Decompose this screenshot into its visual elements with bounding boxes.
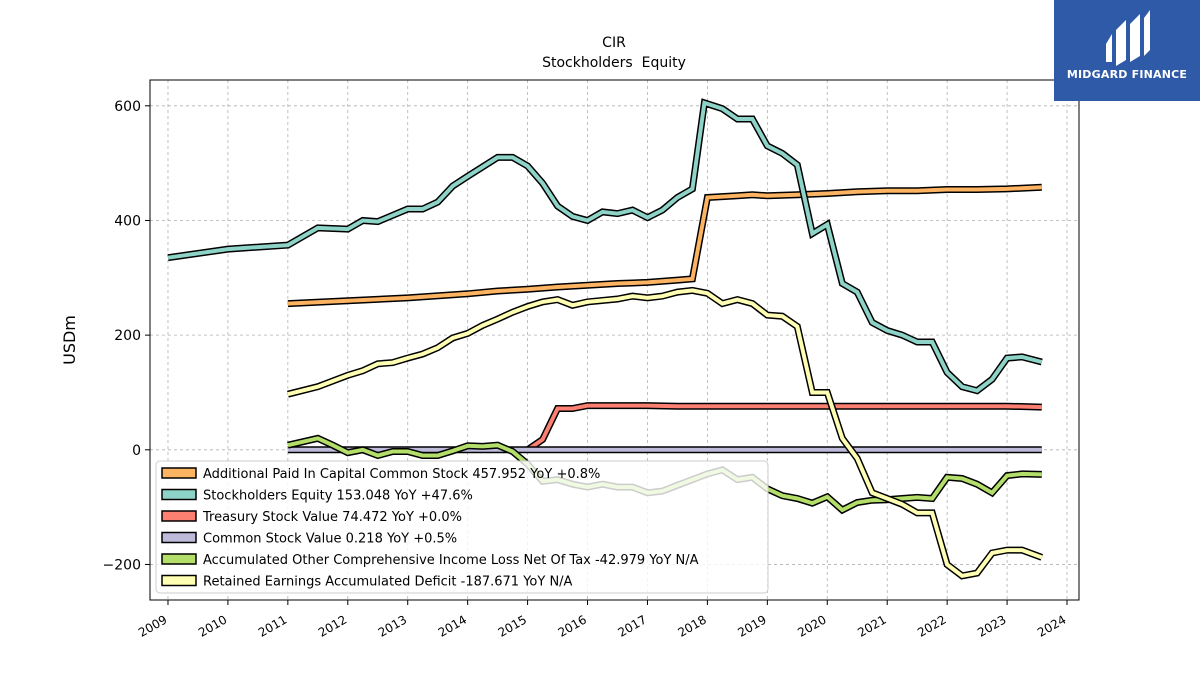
y-tick-label: 0 <box>132 443 141 459</box>
y-axis-label: USDm <box>60 315 79 365</box>
legend-swatch <box>161 488 197 501</box>
legend-entry: Common Stock Value 0.218 YoY +0.5% <box>203 532 457 547</box>
logo-text: MIDGARD FINANCE <box>1066 68 1188 81</box>
series-line <box>287 183 1042 308</box>
x-tick-label: 2022 <box>915 612 948 639</box>
x-tick-label: 2010 <box>196 612 229 639</box>
chart-title: CIR <box>602 35 626 51</box>
x-tick-label: 2024 <box>1035 612 1068 639</box>
series-fill <box>526 403 1042 452</box>
x-tick-label: 2009 <box>136 612 169 639</box>
logo-mark-icon <box>1106 10 1150 66</box>
legend-entry: Retained Earnings Accumulated Deficit -1… <box>203 575 573 590</box>
x-tick-label: 2011 <box>256 612 289 639</box>
plot-frame <box>149 79 1080 601</box>
y-tick-label: −200 <box>103 557 141 573</box>
series-outline <box>167 98 1043 395</box>
y-tick-label: 600 <box>114 99 141 115</box>
series-fill <box>287 288 1043 579</box>
x-tick-label: 2020 <box>795 612 828 639</box>
x-tick-label: 2015 <box>496 612 529 639</box>
x-tick-label: 2019 <box>735 612 768 639</box>
series-outline <box>525 402 1042 453</box>
y-axis-ticks: −200 0 200 400 600 <box>103 99 150 573</box>
x-tick-label: 2023 <box>975 612 1008 639</box>
legend-swatch <box>161 553 197 565</box>
legend-swatch <box>161 467 197 479</box>
x-tick-label: 2016 <box>556 612 589 639</box>
legend: Additional Paid In Capital Common Stock … <box>155 460 769 594</box>
series-fill <box>287 185 1042 306</box>
chart-subtitle: Stockholders Equity <box>542 55 686 71</box>
legend-entry: Stockholders Equity 153.048 YoY +47.6% <box>203 489 473 504</box>
brand-logo: MIDGARD FINANCE <box>1054 0 1200 101</box>
y-tick-label: 400 <box>114 213 141 229</box>
x-tick-label: 2012 <box>316 612 349 639</box>
series-line <box>287 286 1044 580</box>
legend-swatch <box>161 574 197 587</box>
x-tick-label: 2017 <box>616 612 649 639</box>
x-tick-label: 2013 <box>376 612 409 639</box>
legend-swatch <box>161 510 197 522</box>
x-tick-label: 2018 <box>675 612 708 639</box>
series-fill <box>167 100 1043 393</box>
x-tick-label: 2021 <box>855 612 888 639</box>
series-line <box>525 402 1042 453</box>
legend-entry: Additional Paid In Capital Common Stock … <box>203 467 600 482</box>
x-axis-ticks: 2009 2010 2011 2012 2013 2014 2015 2016 2017 2018… <box>136 600 1069 640</box>
legend-box <box>155 460 769 594</box>
x-tick-label: 2014 <box>436 612 469 639</box>
y-tick-label: 200 <box>114 328 141 344</box>
legend-entry: Accumulated Other Comprehensive Income L… <box>203 553 699 568</box>
legend-swatch <box>161 531 197 544</box>
series-line <box>167 98 1043 395</box>
legend-entry: Treasury Stock Value 74.472 YoY +0.0% <box>202 510 462 525</box>
